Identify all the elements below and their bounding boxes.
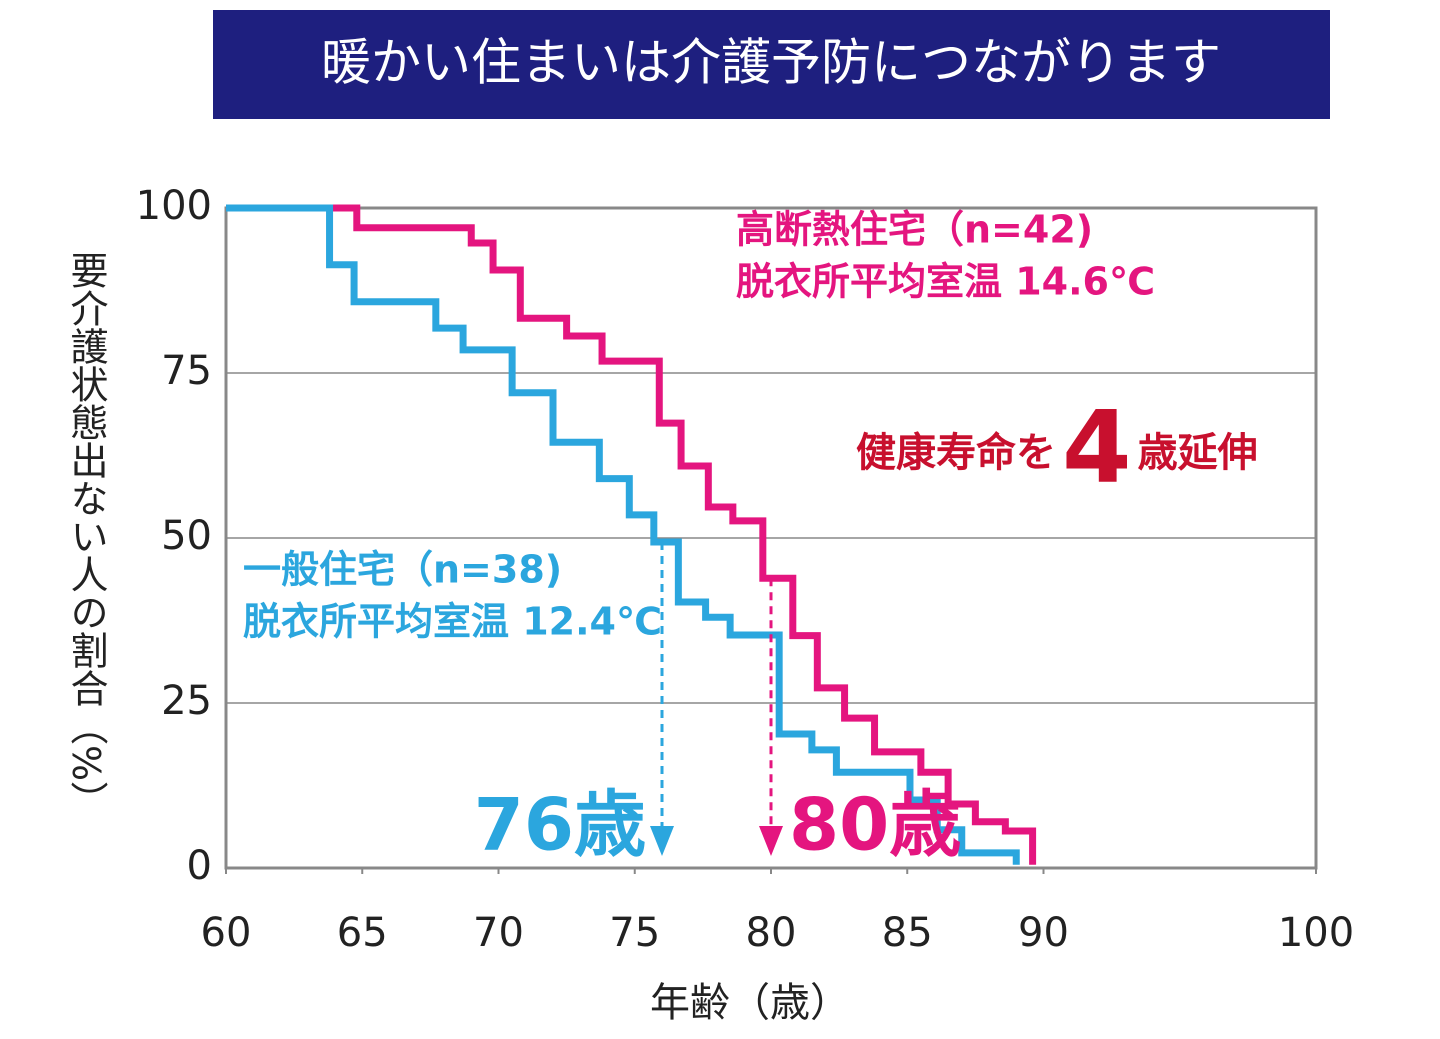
callout-after: 歳延伸 xyxy=(1138,430,1258,476)
legend-label: 一般住宅（n=38) xyxy=(243,548,562,592)
x-tick-label: 75 xyxy=(609,910,660,956)
x-tick-label: 70 xyxy=(473,910,524,956)
callout: 健康寿命を4 歳延伸 xyxy=(856,389,1258,506)
x-tick-label: 80 xyxy=(746,910,797,956)
step-line xyxy=(226,204,1020,865)
age-annotation: 80歳 xyxy=(789,783,961,867)
plot-frame xyxy=(224,206,1318,870)
y-tick-label: 0 xyxy=(187,843,212,889)
y-tick-label: 75 xyxy=(161,348,212,394)
y-axis-label: 要介護状態出ない人の割合（%） xyxy=(64,251,108,819)
y-tick-label: 50 xyxy=(161,513,212,559)
step-line xyxy=(226,204,1037,865)
x-tick-label: 85 xyxy=(882,910,933,956)
x-tick-label: 90 xyxy=(1018,910,1069,956)
arrow-head xyxy=(759,826,783,856)
chart-title: 暖かい住まいは介護予防につながります xyxy=(321,34,1221,92)
x-tick-label: 65 xyxy=(337,910,388,956)
x-axis-label: 年齢（歳） xyxy=(650,980,850,1026)
y-tick-label: 25 xyxy=(161,678,212,724)
callout-number: 4 xyxy=(1062,389,1132,506)
legend-subtitle: 脱衣所平均室温 14.6℃ xyxy=(736,260,1155,304)
legend-label: 高断熱住宅（n=42) xyxy=(736,208,1093,252)
arrow-head xyxy=(650,826,674,856)
age-annotation: 76歳 xyxy=(474,783,646,867)
title-box xyxy=(213,10,1330,119)
legend-subtitle: 脱衣所平均室温 12.4℃ xyxy=(243,600,662,644)
callout-before: 健康寿命を xyxy=(856,430,1056,476)
x-tick-label: 100 xyxy=(1278,910,1354,956)
y-tick-label: 100 xyxy=(136,183,212,229)
x-tick-label: 60 xyxy=(201,910,252,956)
